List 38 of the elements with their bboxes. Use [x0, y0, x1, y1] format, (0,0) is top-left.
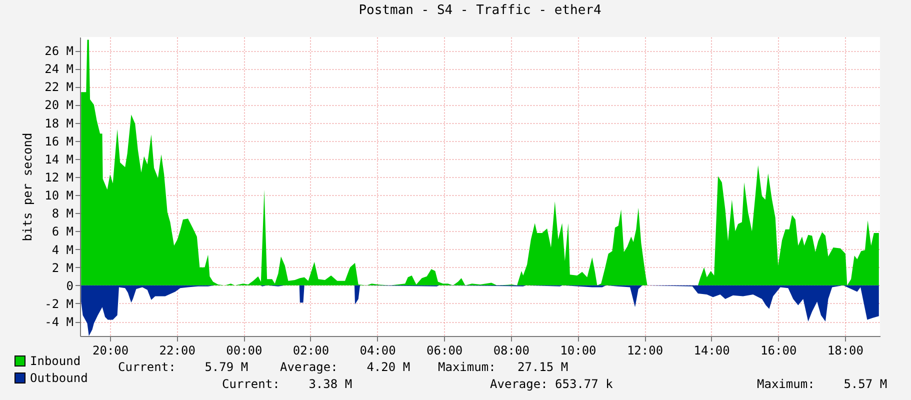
x-tick-label: 20:00 [92, 344, 129, 358]
x-tick-label: 18:00 [827, 344, 864, 358]
x-tick-label: 22:00 [159, 344, 196, 358]
y-tick-label: 8 M [52, 206, 74, 221]
y-tick-label: 4 M [52, 242, 74, 257]
text: Average: 653.77 k [490, 377, 613, 391]
legend-label: Outbound [30, 371, 88, 385]
y-tick-label: 26 M [44, 44, 74, 58]
text: Current: 5.79 M [118, 360, 248, 374]
text: Maximum: 27.15 M [438, 360, 568, 374]
y-tick-label: 0 [66, 278, 74, 293]
legend-label: Inbound [30, 354, 81, 368]
text: Average: 4.20 M [280, 360, 410, 374]
x-tick-label: 16:00 [760, 344, 797, 358]
x-tick-label: 12:00 [626, 344, 664, 358]
y-tick-label: 14 M [44, 152, 74, 166]
y-tick-label: 24 M [44, 62, 74, 76]
chart-title: Postman - S4 - Traffic - ether4 [358, 3, 602, 18]
y-tick-label: -4 M [44, 315, 74, 330]
x-tick-label: 04:00 [360, 344, 396, 358]
y-tick-label: 18 M [44, 116, 74, 130]
x-tick-label: 14:00 [694, 344, 730, 358]
text: Current: 3.38 M [222, 377, 352, 391]
x-tick-label: 06:00 [426, 344, 463, 358]
y-tick-label: 20 M [44, 98, 74, 112]
x-tick-label: 10:00 [560, 344, 596, 358]
x-tick-label: 08:00 [493, 344, 530, 358]
text: Maximum: 5.57 M [757, 377, 888, 391]
y-tick-label: 10 M [44, 188, 74, 203]
y-tick-label: 22 M [44, 80, 74, 94]
x-tick-label: 00:00 [226, 344, 262, 358]
y-axis-title: bits per second [20, 132, 35, 242]
x-tick-label: 02:00 [292, 344, 330, 358]
y-tick-label: 2 M [52, 260, 74, 275]
y-tick-label: 12 M [44, 170, 74, 185]
y-tick-label: -2 M [44, 296, 74, 311]
y-tick-label: 16 M [44, 134, 74, 148]
y-tick-label: 6 M [52, 224, 74, 239]
